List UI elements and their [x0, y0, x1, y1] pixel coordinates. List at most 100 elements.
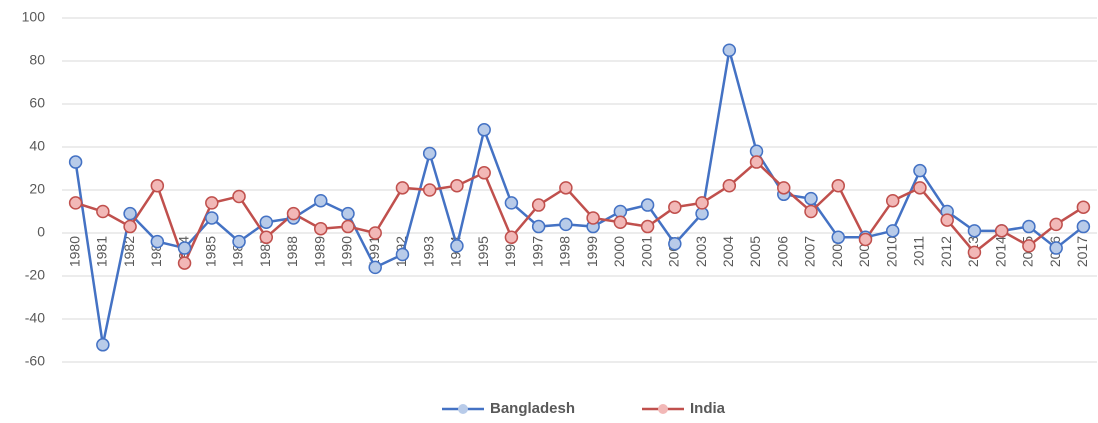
marker [450, 239, 464, 253]
marker [1022, 219, 1036, 234]
marker [341, 219, 355, 234]
marker [640, 198, 655, 212]
marker [259, 215, 274, 229]
marker [967, 245, 982, 260]
x-tick-label: 1988 [284, 236, 300, 267]
marker [341, 206, 355, 221]
marker [967, 224, 982, 238]
marker [368, 226, 382, 240]
marker [913, 163, 927, 178]
marker [177, 241, 192, 255]
marker [1049, 241, 1063, 255]
legend-marker [458, 404, 468, 414]
series-line [75, 160, 1085, 267]
marker [314, 194, 328, 208]
x-tick-label: 1997 [529, 236, 545, 267]
x-tick-label: 2000 [611, 236, 627, 267]
marker [831, 230, 845, 245]
x-tick-label: 2006 [774, 236, 790, 267]
x-tick-label: 2003 [693, 236, 709, 267]
marker [177, 256, 192, 270]
x-tick-label: 2004 [720, 236, 736, 267]
x-tick-label: 1998 [557, 236, 573, 267]
marker [395, 181, 410, 195]
marker [504, 196, 519, 210]
y-tick-label: -20 [25, 267, 45, 283]
marker [504, 230, 519, 245]
y-tick-label: 20 [29, 181, 45, 197]
marker [749, 155, 764, 169]
marker [804, 204, 818, 219]
marker [559, 181, 573, 195]
marker [1076, 219, 1091, 234]
x-tick-label: 1987 [257, 236, 273, 267]
y-tick-label: 80 [29, 52, 45, 68]
marker [68, 196, 83, 210]
marker [232, 234, 246, 249]
legend-label: Bangladesh [490, 400, 575, 417]
x-tick-label: 1993 [420, 236, 436, 267]
marker [232, 189, 246, 204]
marker [150, 234, 165, 249]
y-tick-label: 40 [29, 138, 45, 154]
x-tick-label: 1985 [203, 236, 219, 267]
marker [804, 191, 818, 206]
marker [123, 206, 137, 221]
x-tick-label: 1981 [94, 236, 110, 267]
marker [477, 123, 491, 137]
marker [123, 219, 137, 234]
x-tick-label: 1990 [339, 236, 355, 267]
x-tick-label: 2007 [802, 236, 818, 267]
y-tick-label: 60 [29, 95, 45, 111]
marker [422, 146, 437, 161]
marker [613, 215, 628, 229]
marker [885, 194, 900, 208]
marker [68, 155, 83, 169]
marker [777, 181, 791, 195]
x-tick-label: 1980 [66, 236, 82, 267]
marker [368, 260, 382, 275]
y-tick-label: -40 [25, 310, 45, 326]
marker [913, 181, 927, 195]
marker [450, 178, 464, 193]
marker [314, 221, 328, 236]
marker [96, 204, 110, 219]
marker [695, 196, 709, 210]
x-tick-label: 2017 [1074, 236, 1090, 267]
x-tick-label: 2008 [829, 236, 845, 267]
marker [205, 211, 219, 225]
legend-marker [658, 404, 668, 414]
marker [259, 230, 274, 245]
marker [1076, 200, 1091, 214]
marker [286, 206, 301, 221]
legend-label: India [690, 400, 726, 417]
marker [477, 166, 491, 180]
marker [1049, 217, 1063, 232]
y-tick-label: 100 [22, 9, 46, 25]
marker [668, 237, 682, 251]
marker [640, 219, 655, 234]
x-tick-label: 2001 [638, 236, 654, 267]
marker [96, 338, 110, 352]
marker [831, 178, 845, 193]
marker [940, 213, 954, 227]
marker [395, 247, 410, 262]
x-tick-label: 1989 [311, 236, 327, 267]
marker [668, 200, 682, 214]
marker [722, 178, 737, 193]
marker [531, 219, 546, 234]
x-tick-label: 1996 [502, 236, 518, 267]
series-line [74, 49, 1085, 346]
marker [205, 196, 219, 210]
y-tick-label: 0 [37, 224, 45, 240]
marker [422, 183, 437, 197]
marker [994, 224, 1009, 238]
x-tick-label: 2011 [911, 236, 927, 266]
marker [722, 43, 737, 57]
y-tick-label: -60 [25, 353, 45, 369]
marker [531, 198, 546, 212]
x-tick-label: 1999 [584, 236, 600, 267]
marker [885, 224, 900, 238]
x-tick-label: 1995 [475, 236, 491, 267]
